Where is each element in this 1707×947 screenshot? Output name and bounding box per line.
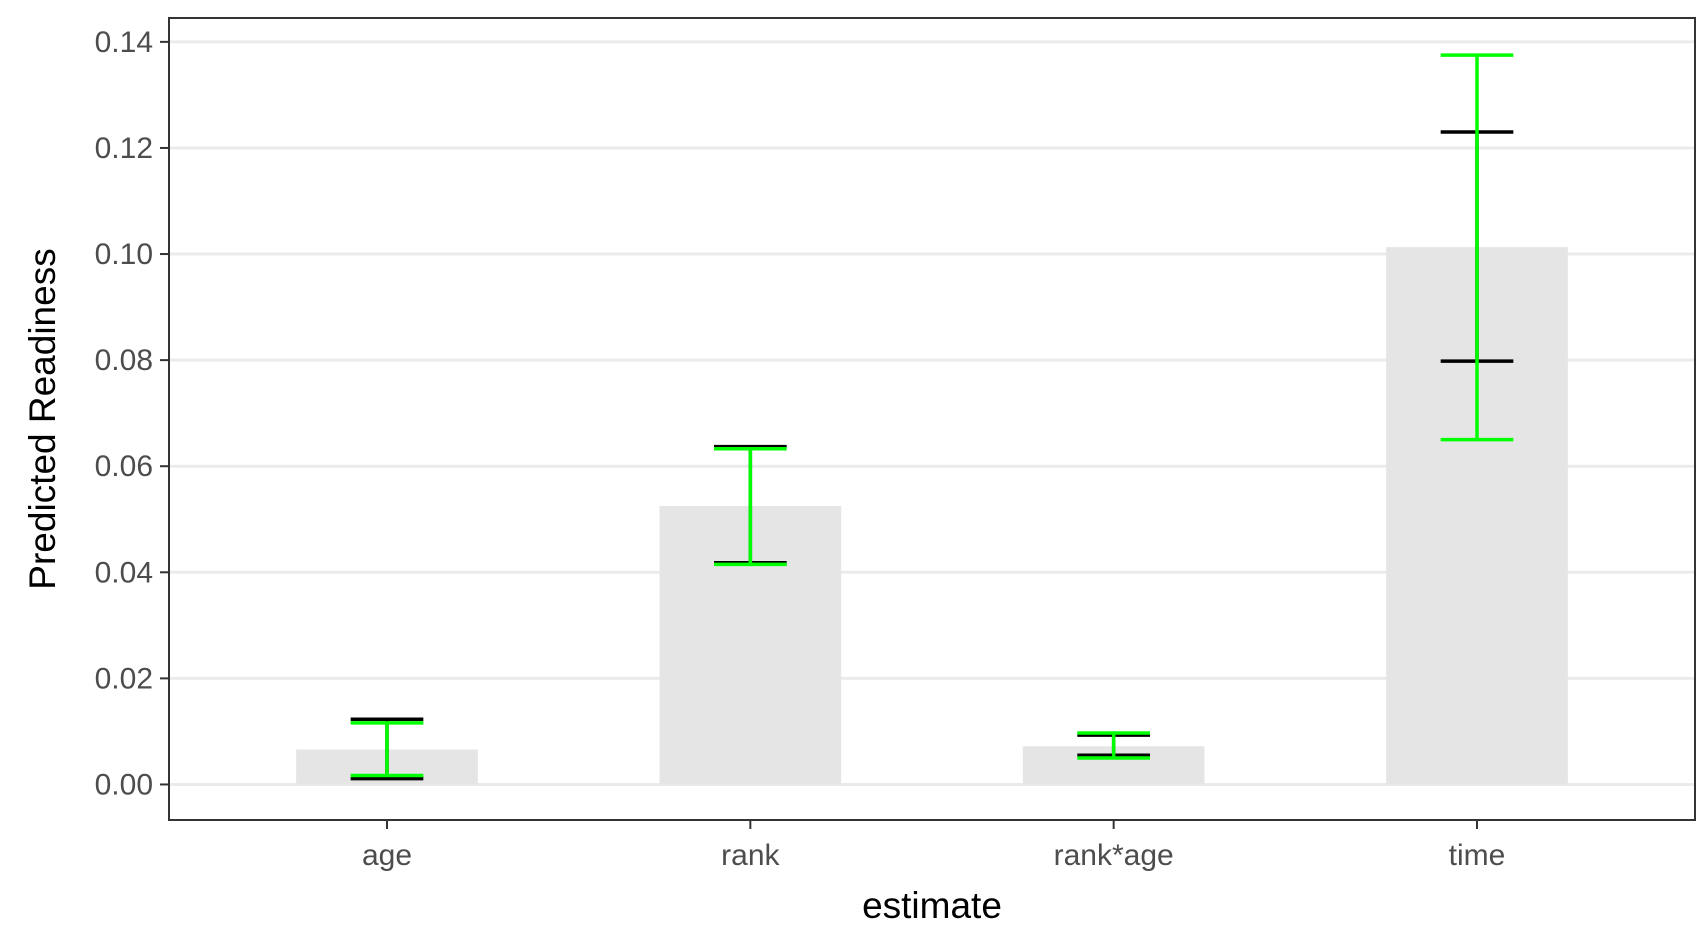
error-bars bbox=[350, 53, 1514, 781]
y-tick-label: 0.08 bbox=[95, 344, 153, 377]
panel-border bbox=[168, 17, 1696, 821]
x-axis-title: estimate bbox=[862, 885, 1002, 926]
error-bar-outer bbox=[350, 721, 424, 778]
y-tick-label: 0.12 bbox=[95, 132, 153, 165]
error-bar-outer bbox=[1440, 53, 1514, 442]
y-tick-label: 0.04 bbox=[95, 556, 153, 589]
x-tick-label: age bbox=[362, 839, 412, 872]
x-tick-label: rank*age bbox=[1054, 839, 1174, 872]
y-tick-label: 0.00 bbox=[95, 768, 153, 801]
x-tick-label: time bbox=[1449, 839, 1506, 872]
y-tick-label: 0.06 bbox=[95, 450, 153, 483]
gridlines bbox=[169, 40, 1695, 786]
x-tick-label: rank bbox=[721, 839, 780, 872]
y-tick-label: 0.10 bbox=[95, 238, 153, 271]
y-tick-label: 0.14 bbox=[95, 26, 153, 59]
y-tick-label: 0.02 bbox=[95, 662, 153, 695]
x-axis: age rank rank*age time bbox=[362, 820, 1505, 872]
error-bar-outer bbox=[714, 446, 787, 567]
y-axis: 0.00 0.02 0.04 0.06 0.08 0.10 0.12 0.14 bbox=[95, 26, 169, 801]
error-bar-outer bbox=[1077, 731, 1150, 760]
y-axis-title: Predicted Readiness bbox=[22, 248, 63, 589]
